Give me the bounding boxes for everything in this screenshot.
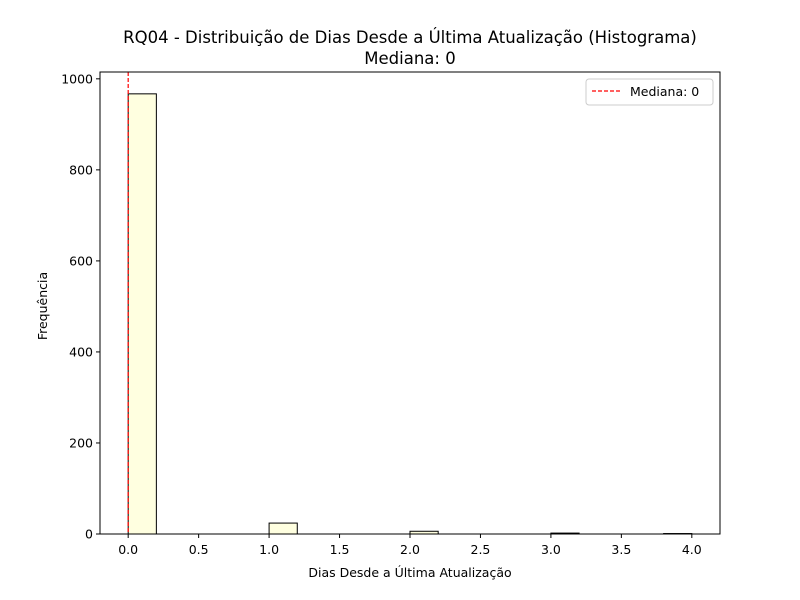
x-tick-label: 3.5 [611,542,631,557]
plot-area: 0.0 0.5 1.0 1.5 2.0 2.5 3.0 3.5 4.0 0 200 400 600 800… [61,71,721,557]
x-tick-label: 0.5 [189,542,209,557]
y-tick-label: 400 [69,344,93,359]
legend-median-label: Mediana: 0 [630,84,699,99]
y-tick-label: 600 [69,253,93,268]
x-tick-label: 2.5 [471,542,491,557]
y-tick-label: 200 [69,435,93,450]
legend: Mediana: 0 [585,78,714,106]
x-tick-label: 3.0 [541,542,561,557]
x-tick-label: 0.0 [118,542,138,557]
y-tick-label: 800 [69,162,93,177]
y-tick-label: 0 [85,527,93,542]
x-tick-label: 4.0 [682,542,702,557]
x-tick-label: 1.5 [330,542,350,557]
histogram-bar [127,93,157,535]
chart-subtitle: Mediana: 0 [364,49,455,68]
x-tick-label: 1.0 [259,542,279,557]
x-axis-label: Dias Desde a Última Atualização [308,565,511,580]
y-axis-label: Frequência [35,272,50,340]
y-tick-label: 1000 [61,71,93,86]
histogram-bar [268,522,298,535]
legend-box [585,78,714,106]
x-tick-label: 2.0 [400,542,420,557]
chart-title: RQ04 - Distribuição de Dias Desde a Últi… [123,28,697,47]
